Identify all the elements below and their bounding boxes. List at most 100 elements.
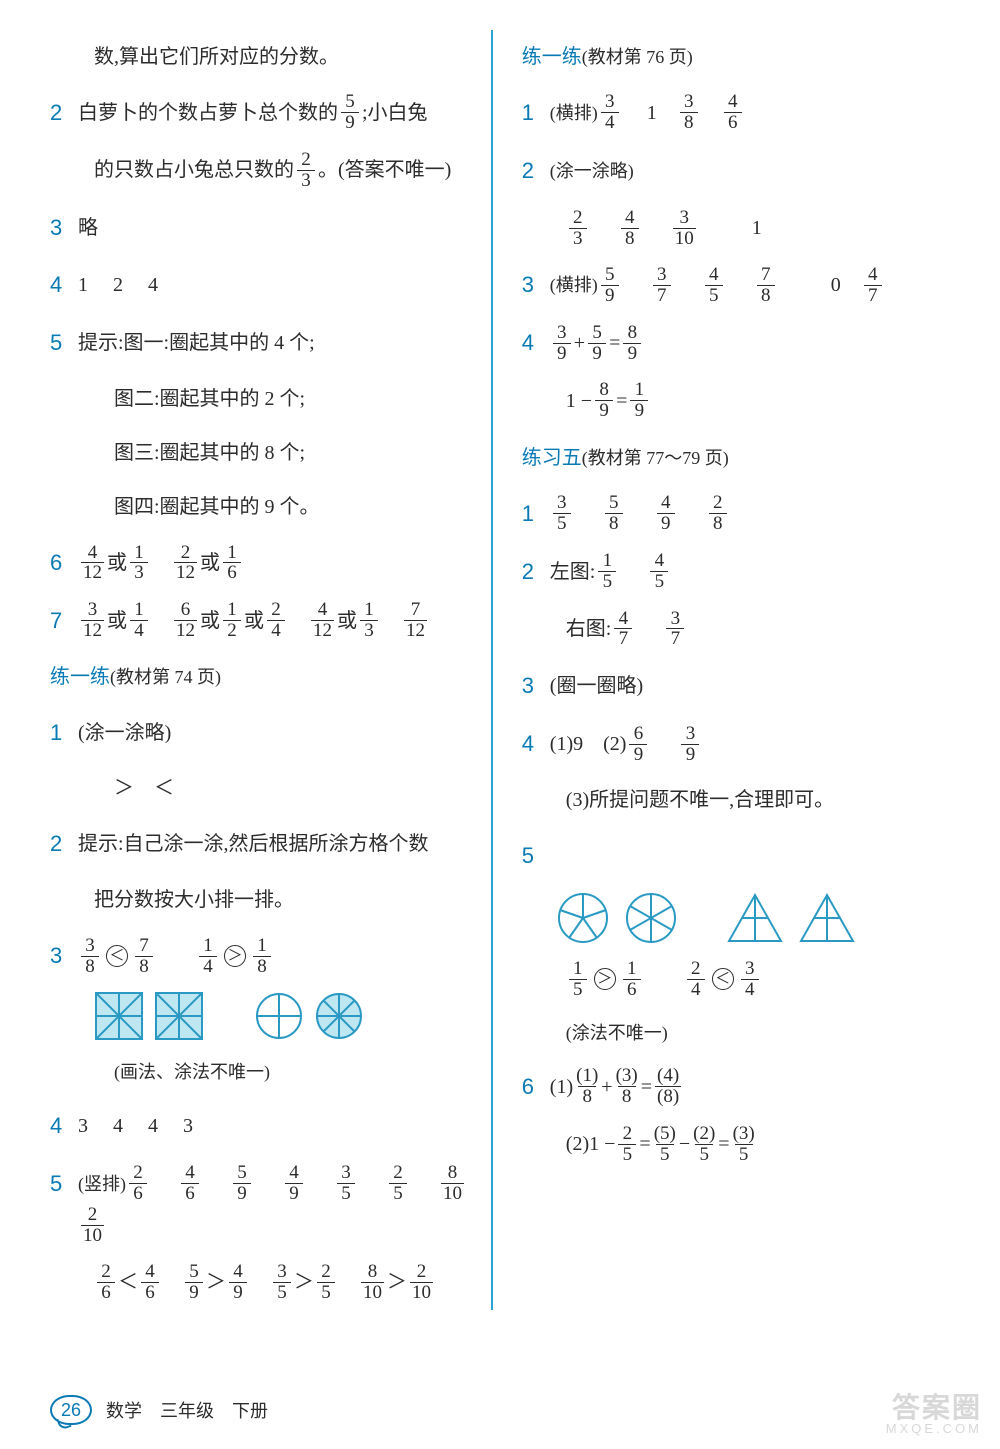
q6: 6 412或13 212或16 [50, 542, 472, 584]
p5-q5: 5 [522, 835, 934, 877]
section-5-title: 练习五 (教材第 77～79 页) [522, 439, 934, 477]
p5-q5-note: (涂法不唯一) [522, 1016, 934, 1050]
p5-q4: 4 (1)9 (2) 6939 [522, 723, 934, 765]
watermark: 答案圈 MXQE.COM [886, 1394, 982, 1435]
fraction: 59 [341, 92, 359, 133]
q-number: 5 [50, 322, 78, 364]
fraction: 14 [130, 600, 148, 641]
circle-fifth-icon [556, 891, 610, 945]
fraction: 46 [181, 1163, 199, 1204]
fraction: 48 [621, 208, 639, 249]
compare-symbol: ＞ [594, 968, 616, 990]
s74-q2b: 把分数按大小排一排。 [50, 881, 472, 919]
q-number: 6 [50, 542, 78, 584]
q-number: 2 [50, 92, 78, 134]
fraction: 26 [97, 1262, 115, 1303]
fraction: 13 [360, 600, 378, 641]
p5-q2b: 右图: 4737 [522, 609, 934, 650]
r4a: 4 39+59=89 [522, 322, 934, 364]
s74-q3-shapes [94, 991, 472, 1041]
page-footer: 26 数学 三年级 下册 [50, 1395, 268, 1425]
q-number: 1 [50, 712, 78, 754]
triangle-quarter-icon [798, 892, 856, 944]
fraction: (5)5 [654, 1124, 676, 1165]
footer-subject: 数学 三年级 下册 [106, 1397, 268, 1423]
fraction: 35 [273, 1262, 291, 1303]
fraction: 39 [553, 323, 571, 364]
s74-q3-note: (画法、涂法不唯一) [50, 1055, 472, 1089]
section-76-title: 练一练 (教材第 76 页) [522, 38, 934, 76]
fraction: 25 [389, 1163, 407, 1204]
q-number: 4 [522, 322, 550, 364]
fraction: 15 [598, 551, 616, 592]
fraction: 34 [741, 959, 759, 1000]
p5-q4b: (3)所提问题不唯一,合理即可。 [522, 781, 934, 819]
continuation-text: 数,算出它们所对应的分数。 [50, 38, 472, 76]
s74-q3: 3 38＜78 14＞18 [50, 935, 472, 977]
fraction: 712 [404, 600, 427, 641]
fraction: 45 [650, 551, 668, 592]
fraction: (4)(8) [655, 1066, 681, 1107]
text: 白萝卜的个数占萝卜总个数的 [78, 94, 338, 132]
r3: 3 (横排) 59374578 0 47 [522, 264, 934, 306]
fraction: 24 [267, 600, 285, 641]
fraction: 14 [199, 936, 217, 977]
text: (圈一圈略) [550, 667, 643, 705]
fraction: 35 [553, 493, 571, 534]
fraction: 78 [135, 936, 153, 977]
fraction: 35 [337, 1163, 355, 1204]
fraction: 810 [441, 1163, 464, 1204]
heading-sub: (教材第 76 页) [582, 40, 693, 74]
fraction: 46 [724, 92, 742, 133]
fraction: 612 [174, 600, 197, 641]
fraction: 59 [601, 265, 619, 306]
fraction: 47 [614, 609, 632, 650]
watermark-main: 答案圈 [886, 1394, 982, 1422]
r1: 1 (横排) 34 1 38 46 [522, 92, 934, 134]
q-number: 4 [522, 723, 550, 765]
fraction: 23 [569, 208, 587, 249]
p5-q5-shapes [556, 891, 934, 945]
q5d: 图四:圈起其中的 9 个。 [50, 488, 472, 526]
p5-q6b: (2)1 −25=(5)5−(2)5=(3)5 [522, 1124, 934, 1165]
q-number: 1 [522, 92, 550, 134]
fraction: 69 [629, 724, 647, 765]
label: 左图: [550, 553, 596, 591]
fraction: 38 [680, 92, 698, 133]
fraction: (3)5 [733, 1124, 755, 1165]
r2: 2 (涂一涂略) [522, 150, 934, 192]
s74-q4: 4 3 4 4 3 [50, 1105, 472, 1147]
fraction: 25 [317, 1262, 335, 1303]
s74-q1: 1 (涂一涂略) [50, 712, 472, 754]
fraction: 89 [595, 380, 613, 421]
fraction: 37 [666, 609, 684, 650]
compare-symbol: ＜ [106, 945, 128, 967]
q-number: 5 [50, 1163, 78, 1205]
fraction: 58 [605, 493, 623, 534]
fraction: 312 [81, 600, 104, 641]
fraction: 12 [223, 600, 241, 641]
right-column: 练一练 (教材第 76 页) 1 (横排) 34 1 38 46 2 (涂一涂略… [497, 30, 934, 1350]
fraction: (3)8 [616, 1066, 638, 1107]
fraction: 25 [618, 1124, 636, 1165]
fraction: 49 [285, 1163, 303, 1204]
s74-q1b: ＞ ＜ [50, 769, 472, 807]
q-number: 4 [50, 264, 78, 306]
circle-sixth-icon [624, 891, 678, 945]
heading-sub: (教材第 77～79 页) [582, 441, 729, 475]
q-number: 3 [50, 207, 78, 249]
p5-q6a: 6 (1)(1)8+(3)8=(4)(8) [522, 1066, 934, 1108]
fraction: 13 [130, 543, 148, 584]
fraction: 49 [657, 493, 675, 534]
label: (竖排) [78, 1167, 126, 1201]
q2-line2: 的只数占小兔总只数的 23 。(答案不唯一) [50, 150, 472, 191]
watermark-sub: MXQE.COM [886, 1422, 982, 1435]
left-column: 数,算出它们所对应的分数。 2 白萝卜的个数占萝卜总个数的 59 ;小白兔 的只… [50, 30, 487, 1350]
fraction: 46 [141, 1262, 159, 1303]
q-number: 2 [50, 823, 78, 865]
fraction: 18 [253, 936, 271, 977]
q-number: 2 [522, 551, 550, 593]
q7: 7 312或14 612或12或24 412或13 712 [50, 600, 472, 642]
fraction: 38 [81, 936, 99, 977]
fraction: 78 [757, 265, 775, 306]
